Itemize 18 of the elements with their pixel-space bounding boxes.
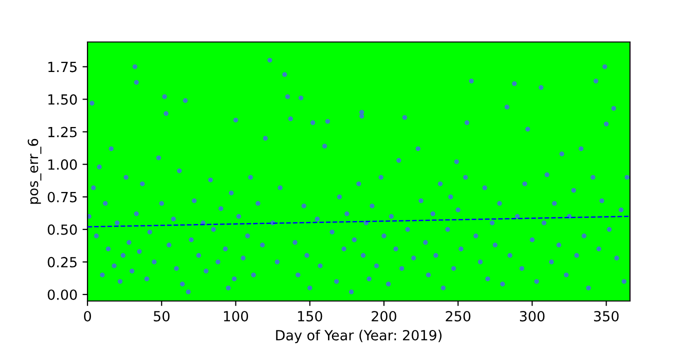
y-tick-label: 1.75 <box>48 62 77 72</box>
x-tick-label: 150 <box>298 310 322 322</box>
x-axis-title: Day of Year (Year: 2019) <box>276 330 442 344</box>
x-tick-label: 300 <box>520 310 545 322</box>
y-tick-label: 1.25 <box>48 126 77 138</box>
x-tick-label: 200 <box>372 310 396 322</box>
y-tick-label: 1.50 <box>48 94 77 105</box>
y-tick-label: 0.75 <box>48 192 77 202</box>
y-tick-label: 0.25 <box>48 256 77 268</box>
x-tick-label: 350 <box>594 310 619 322</box>
y-tick-label: 0.00 <box>48 289 77 300</box>
y-tick-label: 1.00 <box>48 159 77 170</box>
x-tick-label: 250 <box>446 310 470 322</box>
x-tick-label: 0 <box>84 310 91 322</box>
x-tick-label: 100 <box>224 310 248 322</box>
y-axis-title: pos_err_6 <box>28 138 42 204</box>
x-tick-label: 50 <box>154 310 170 322</box>
y-tick-label: 0.50 <box>48 224 77 235</box>
